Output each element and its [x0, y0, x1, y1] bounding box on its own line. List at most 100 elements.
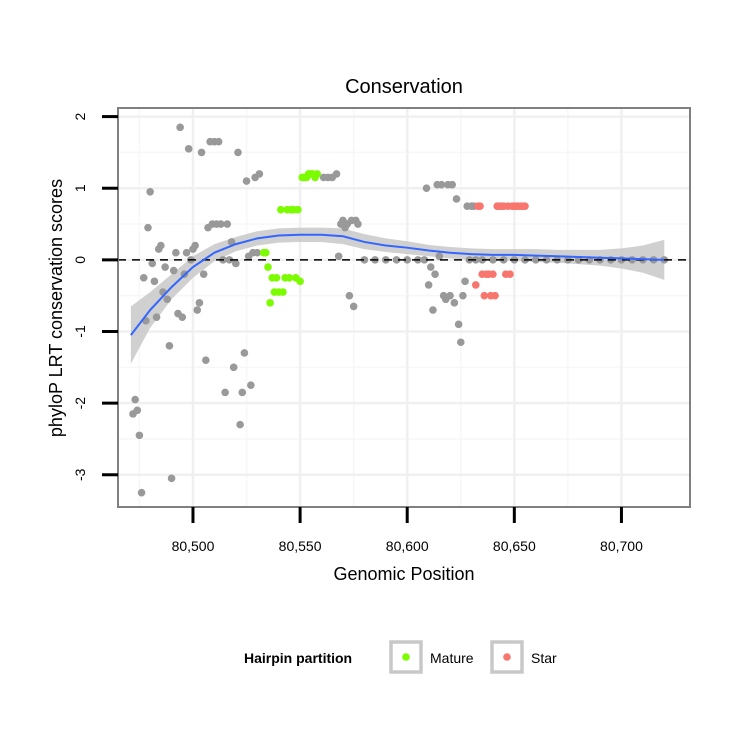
point-other [542, 256, 551, 264]
legend-key-mature [389, 640, 423, 674]
point-other [454, 320, 463, 329]
legend-label-star: Star [531, 650, 557, 666]
point-other [420, 256, 429, 264]
point-other [167, 474, 176, 483]
point-other [403, 256, 412, 264]
x-tick-label: 80,550 [279, 538, 322, 554]
point-other [255, 170, 264, 178]
point-mature [294, 205, 302, 214]
point-mature [272, 273, 281, 282]
point-mature [277, 205, 285, 214]
point-other [240, 349, 249, 357]
point-other [182, 248, 191, 257]
point-other [489, 256, 497, 264]
point-other [229, 363, 238, 372]
x-tick-label: 80,650 [493, 538, 536, 554]
point-other [236, 420, 244, 429]
point-other [172, 248, 180, 257]
point-other [437, 180, 446, 189]
point-star [480, 291, 489, 300]
point-other [452, 195, 461, 203]
point-other [221, 388, 229, 397]
point-other [424, 281, 433, 289]
point-other [459, 291, 467, 300]
point-other [169, 266, 178, 275]
point-other [531, 256, 540, 264]
point-other [146, 188, 154, 196]
point-other [429, 306, 437, 314]
point-other [199, 270, 208, 278]
x-axis: 80,500 80,550 80,600 80,650 80,700 [172, 507, 643, 554]
point-other [456, 338, 465, 347]
point-other [152, 313, 161, 321]
point-other [225, 256, 234, 264]
point-star [471, 281, 480, 289]
point-other [446, 291, 454, 300]
point-star [476, 202, 484, 210]
point-other [234, 148, 242, 157]
y-axis-label: phyloP LRT conservation scores [46, 179, 66, 437]
point-other [202, 356, 210, 364]
point-other [135, 431, 144, 440]
point-other [144, 223, 152, 232]
point-other [148, 259, 157, 268]
x-tick-label: 80,700 [600, 538, 643, 554]
point-other [345, 291, 354, 300]
point-star [491, 291, 499, 300]
y-tick-label: -2 [72, 397, 88, 410]
point-mature [262, 248, 270, 257]
point-other [448, 180, 457, 189]
point-star [506, 270, 514, 278]
smooth-confidence-ribbon [130, 227, 665, 364]
legend-dot-mature [402, 653, 410, 661]
x-tick-label: 80,600 [386, 538, 429, 554]
point-other [191, 241, 199, 250]
plot-background [118, 108, 690, 507]
point-other [131, 395, 139, 404]
point-other [193, 306, 202, 314]
point-other [176, 123, 184, 132]
point-star [489, 270, 497, 278]
point-other [178, 313, 187, 321]
smooth-ribbon-layer [130, 227, 665, 364]
point-other [163, 295, 172, 304]
point-other [217, 220, 225, 228]
y-tick-label: -1 [72, 325, 88, 338]
point-other [165, 342, 174, 350]
point-other [360, 256, 369, 264]
point-other [242, 177, 251, 185]
y-tick-label: -3 [72, 468, 88, 481]
point-other [450, 299, 459, 307]
point-other [232, 259, 240, 268]
point-other [223, 220, 232, 228]
point-other [435, 252, 444, 261]
point-mature [285, 273, 294, 282]
point-other [150, 277, 159, 286]
point-other [334, 252, 343, 261]
point-other [238, 388, 247, 397]
chart-title: Conservation [345, 76, 463, 98]
point-other [133, 406, 142, 415]
point-other [137, 488, 146, 497]
point-other [332, 170, 341, 178]
point-other [349, 302, 358, 311]
legend-item-star: Star [490, 640, 557, 674]
y-tick-label: 2 [72, 112, 88, 120]
y-tick-label: 0 [72, 256, 88, 264]
point-other [139, 273, 148, 282]
x-axis-label: Genomic Position [333, 564, 474, 584]
plot-border [117, 107, 691, 508]
smooth-line [130, 233, 665, 336]
point-star [521, 202, 529, 210]
smooth-line-layer [130, 233, 665, 336]
point-other [253, 248, 262, 257]
x-tick-label: 80,500 [172, 538, 215, 554]
point-other [161, 263, 169, 271]
point-mature [296, 277, 304, 286]
y-axis: -3 -2 -1 0 1 2 [72, 112, 118, 481]
legend: Hairpin partition Mature Star [244, 640, 557, 674]
point-other [195, 299, 204, 307]
legend-title: Hairpin partition [244, 650, 352, 666]
point-other [431, 270, 439, 278]
point-other [461, 277, 469, 286]
